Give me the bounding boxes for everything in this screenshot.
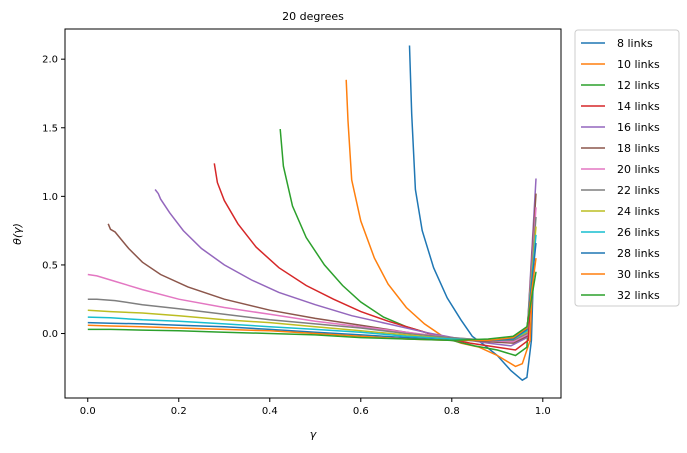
y-axis-label: θ(γ) xyxy=(11,223,24,245)
legend-frame xyxy=(574,29,680,307)
plot-lines xyxy=(87,45,537,382)
series-line-1 xyxy=(408,45,536,382)
x-tick-label: 0.2 xyxy=(171,406,187,417)
legend: 8 links 10 links 12 links 14 links 16 links 1… xyxy=(574,29,680,307)
y-tick-label: 2.0 xyxy=(42,55,58,66)
legend-label: 20 links xyxy=(617,163,660,176)
series-line-13 xyxy=(87,271,537,342)
legend-label: 18 links xyxy=(617,142,660,155)
x-tick-label: 1.0 xyxy=(535,406,551,417)
legend-label: 16 links xyxy=(617,121,660,134)
y-axis: 0.0 0.5 1.0 1.5 2.0 xyxy=(42,55,65,340)
y-tick-label: 1.0 xyxy=(42,192,58,203)
series-line-5 xyxy=(154,178,537,347)
y-tick-label: 0.5 xyxy=(42,260,58,271)
legend-label: 8 links xyxy=(617,37,653,50)
legend-label: 26 links xyxy=(617,226,660,239)
x-axis-label: γ xyxy=(310,428,317,441)
series-line-11 xyxy=(87,242,537,342)
x-tick-label: 0.6 xyxy=(353,406,369,417)
legend-label: 12 links xyxy=(617,79,660,92)
y-tick-label: 0.0 xyxy=(42,329,58,340)
x-tick-label: 0.4 xyxy=(262,406,278,417)
series-line-3 xyxy=(279,129,536,357)
x-tick-label: 0.8 xyxy=(444,406,460,417)
legend-label: 14 links xyxy=(617,100,660,113)
series-line-4 xyxy=(213,163,536,351)
series-line-12 xyxy=(87,258,537,342)
chart-title: 20 degrees xyxy=(282,10,344,23)
legend-label: 30 links xyxy=(617,268,660,281)
x-tick-label: 0.0 xyxy=(80,406,96,417)
legend-label: 28 links xyxy=(617,247,660,260)
x-axis: 0.0 0.2 0.4 0.6 0.8 1.0 xyxy=(80,398,551,417)
series-line-8 xyxy=(87,216,537,342)
series-line-6 xyxy=(107,193,537,344)
legend-label: 32 links xyxy=(617,289,660,302)
series-line-7 xyxy=(87,207,537,343)
plot-frame xyxy=(64,28,562,399)
legend-label: 24 links xyxy=(617,205,660,218)
series-line-2 xyxy=(345,79,536,368)
y-tick-label: 1.5 xyxy=(42,123,58,134)
legend-label: 10 links xyxy=(617,58,660,71)
legend-label: 22 links xyxy=(617,184,660,197)
